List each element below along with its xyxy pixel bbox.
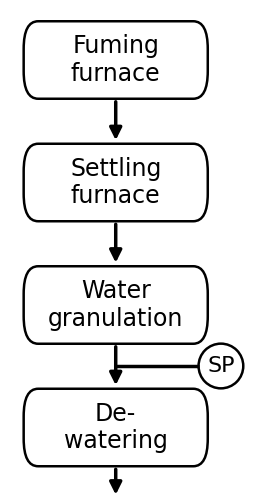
FancyBboxPatch shape	[24, 266, 208, 344]
Text: SP: SP	[207, 356, 235, 376]
Ellipse shape	[199, 344, 243, 388]
Text: Fuming
furnace: Fuming furnace	[71, 34, 160, 86]
Text: De-
watering: De- watering	[64, 402, 168, 454]
Text: Water
granulation: Water granulation	[48, 279, 183, 331]
Text: Settling
furnace: Settling furnace	[70, 156, 161, 208]
FancyBboxPatch shape	[24, 389, 208, 466]
FancyBboxPatch shape	[24, 144, 208, 221]
FancyBboxPatch shape	[24, 21, 208, 99]
